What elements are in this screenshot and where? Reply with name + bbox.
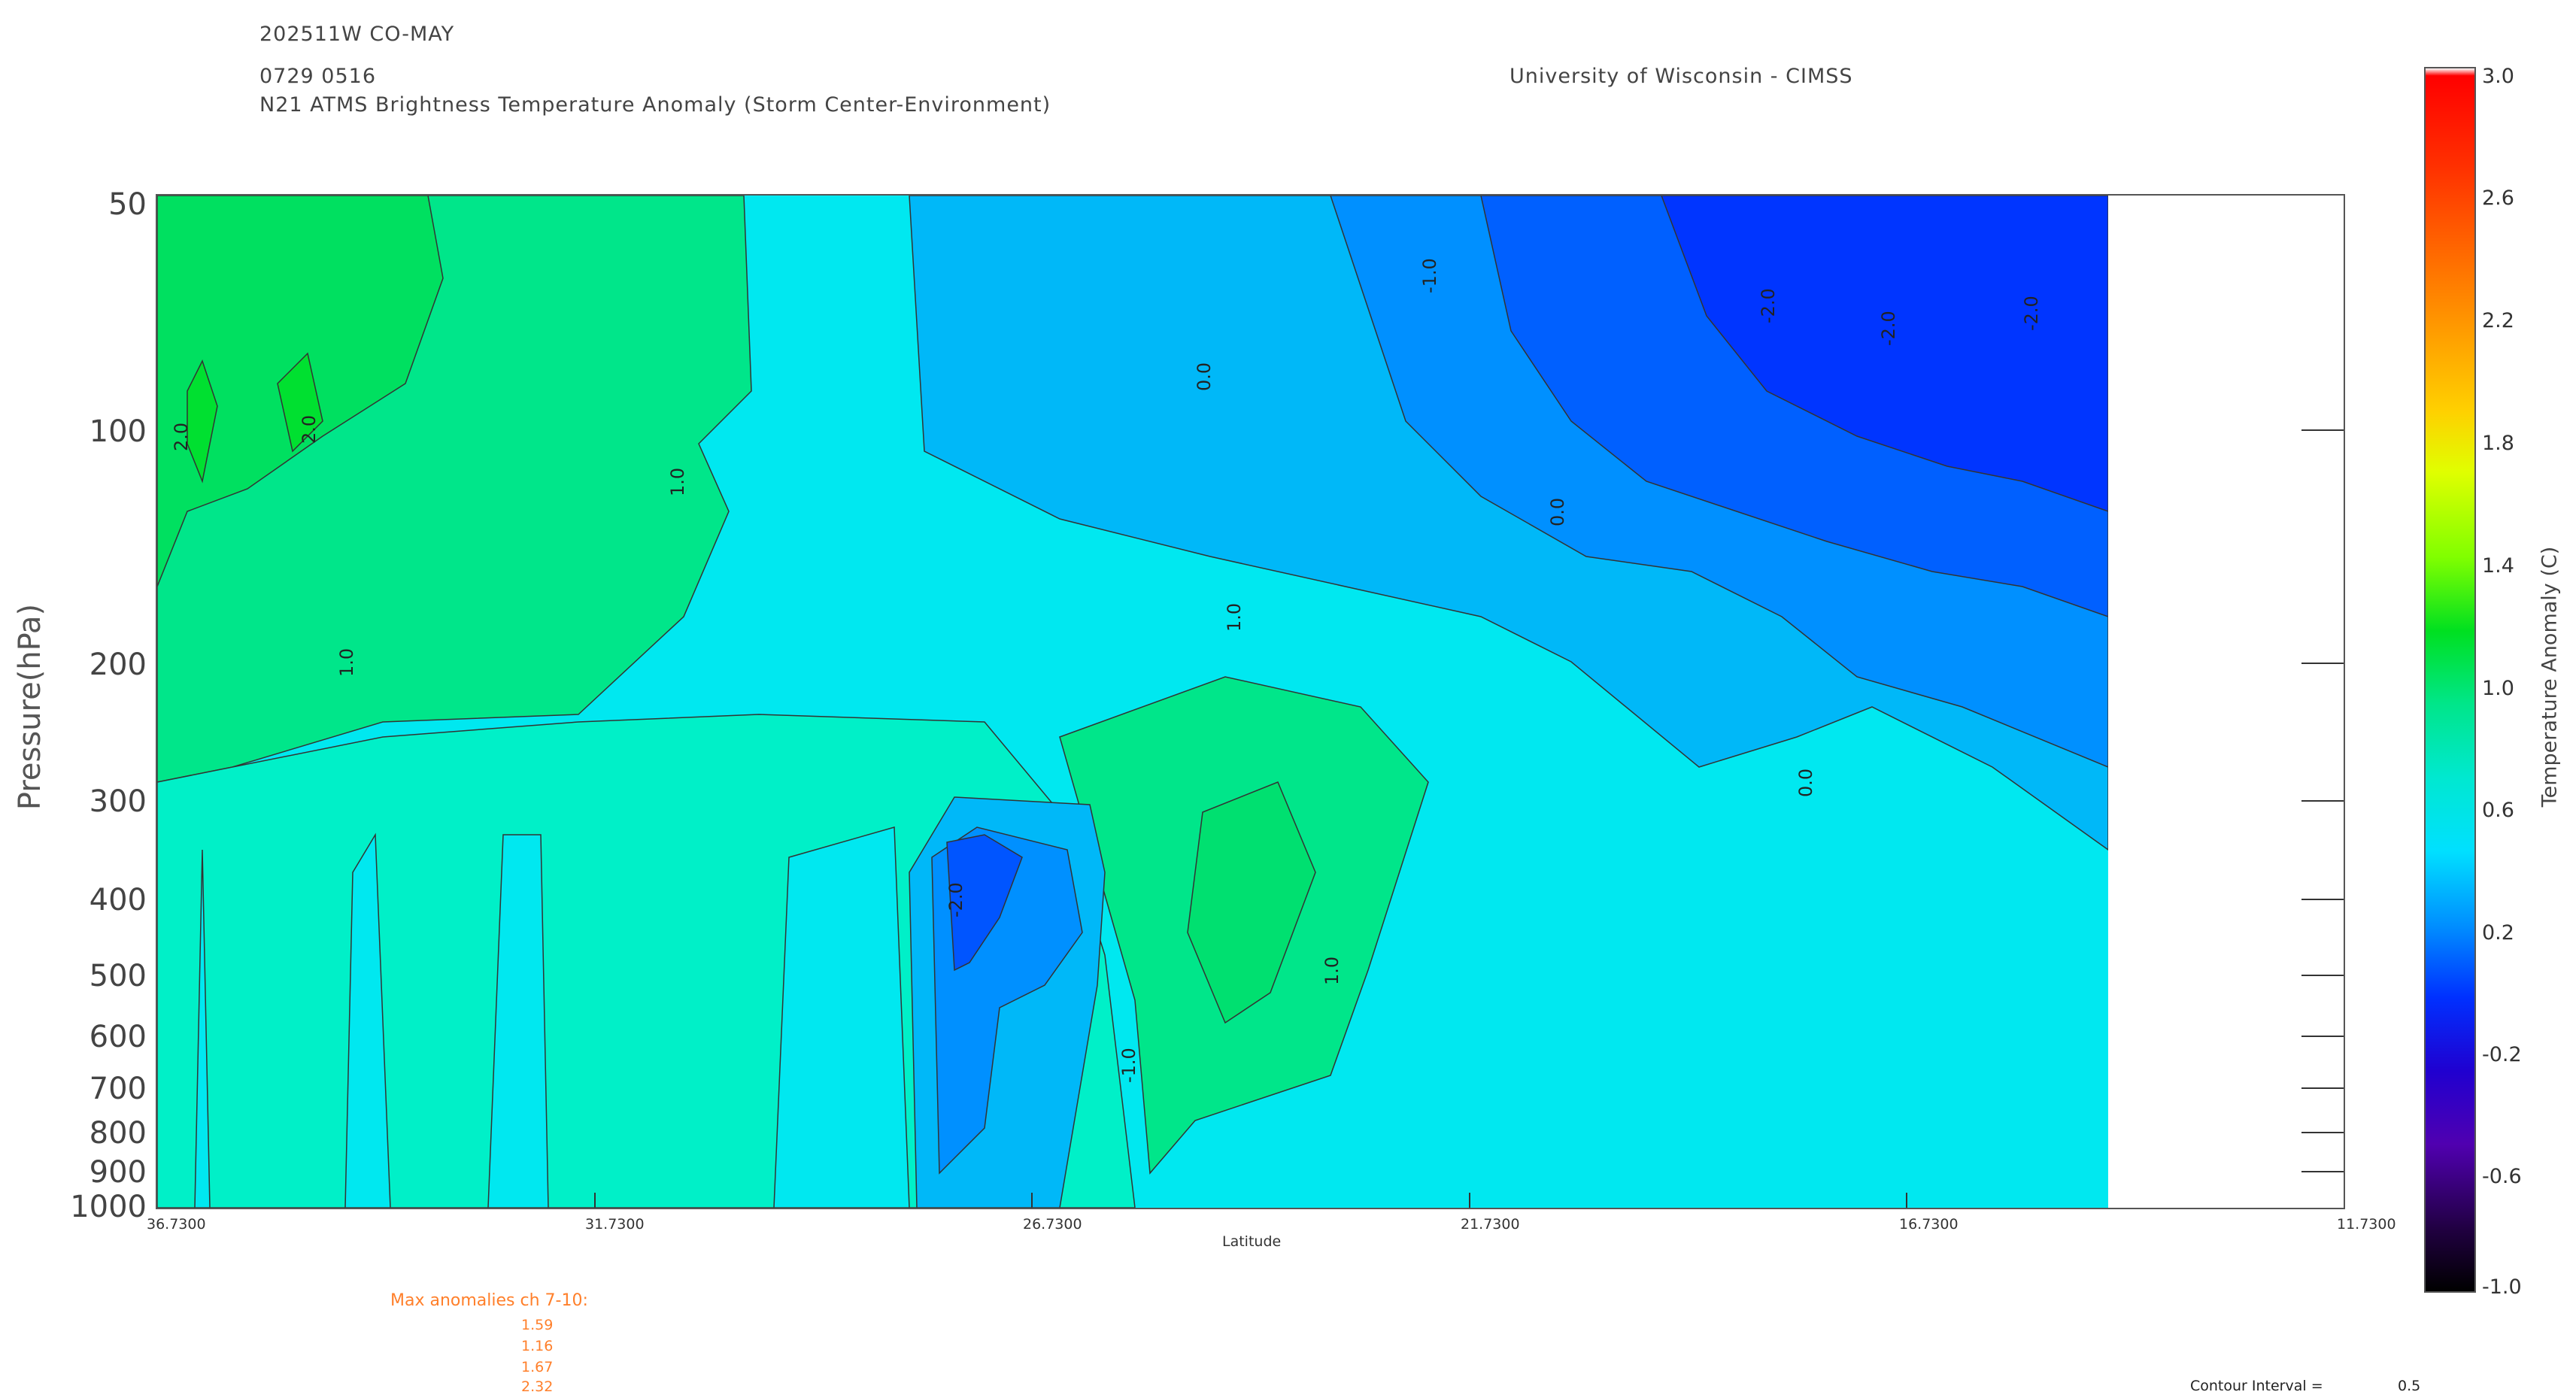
contour-label: -2.0 xyxy=(1878,311,1899,346)
contour-label: -2.0 xyxy=(1758,288,1779,323)
contour-label: 1.0 xyxy=(336,648,357,677)
max-anomaly-value: 1.59 xyxy=(521,1317,554,1333)
storm-id-text: 202511W CO-MAY xyxy=(259,23,455,46)
contour-interval-value: 0.5 xyxy=(2398,1378,2421,1394)
contour-interval-label: Contour Interval = xyxy=(2190,1378,2323,1394)
colorbar-tick: 1.4 xyxy=(2482,554,2514,578)
date-time-text: 0729 0516 xyxy=(259,65,377,88)
y-tick-label: 500 xyxy=(89,959,147,993)
contour-label: -2.0 xyxy=(945,882,966,917)
max-anomaly-value: 2.32 xyxy=(521,1378,554,1395)
band-cyan-columns xyxy=(194,826,910,1208)
y-tick-label: 300 xyxy=(89,784,147,819)
y-tick-label: 1000 xyxy=(70,1190,147,1224)
institution-text: University of Wisconsin - CIMSS xyxy=(1509,65,1853,88)
colorbar-tick: 3.0 xyxy=(2482,65,2514,88)
contour-label: 1.0 xyxy=(1224,603,1245,632)
contour-label: 0.0 xyxy=(1194,362,1215,391)
x-tick-label: 11.7300 xyxy=(2337,1216,2396,1233)
x-tick-label: 31.7300 xyxy=(585,1216,645,1233)
colorbar-tick: 0.6 xyxy=(2482,799,2514,822)
contour-label: 1.0 xyxy=(1321,957,1343,985)
band-warm-plume-core xyxy=(1187,781,1316,1024)
max-anomaly-value: 1.16 xyxy=(521,1338,554,1354)
colorbar-label: Temperature Anomaly (C) xyxy=(2538,546,2562,808)
colorbar-tick: 2.6 xyxy=(2482,187,2514,210)
colorbar xyxy=(2424,67,2476,1293)
y-tick-label: 900 xyxy=(89,1155,147,1190)
colorbar-tick: 2.2 xyxy=(2482,309,2514,332)
chart-title: N21 ATMS Brightness Temperature Anomaly … xyxy=(259,93,1051,117)
colorbar-tick: -0.2 xyxy=(2482,1043,2522,1066)
max-anomalies-title: Max anomalies ch 7-10: xyxy=(390,1291,588,1310)
colorbar-tick: 1.8 xyxy=(2482,432,2514,455)
y-tick-label: 700 xyxy=(89,1072,147,1106)
contour-label: -1.0 xyxy=(1118,1048,1139,1083)
x-tick-label: 26.7300 xyxy=(1023,1216,1082,1233)
x-tick-label: 21.7300 xyxy=(1461,1216,1520,1233)
no-data-region xyxy=(2108,196,2344,1208)
y-tick-label: 100 xyxy=(89,414,147,449)
x-tick-label: 36.7300 xyxy=(147,1216,206,1233)
y-tick-label: 400 xyxy=(89,883,147,917)
x-ticks xyxy=(594,1193,1907,1208)
contour-label: 2.0 xyxy=(299,415,320,444)
contour-label: 0.0 xyxy=(1795,769,1816,797)
contour-plot-area: 2.0 2.0 -2.0 -2.0 -2.0 -2.0 -1.0 -1.0 0.… xyxy=(156,194,2345,1209)
contour-label: -1.0 xyxy=(1419,258,1440,293)
y-tick-label: 600 xyxy=(89,1020,147,1054)
contour-label: 1.0 xyxy=(667,468,688,496)
x-axis-label: Latitude xyxy=(1222,1233,1282,1250)
contour-label: 0.0 xyxy=(1547,498,1568,526)
y-tick-label: 800 xyxy=(89,1116,147,1151)
contour-plot: 2.0 2.0 -2.0 -2.0 -2.0 -2.0 -1.0 -1.0 0.… xyxy=(157,196,2344,1208)
y-axis-label: Pressure(hPa) xyxy=(13,603,47,811)
colorbar-tick: -0.6 xyxy=(2482,1165,2522,1188)
colorbar-tick: -1.0 xyxy=(2482,1275,2522,1299)
right-ticks xyxy=(2301,429,2344,1172)
y-tick-label: 50 xyxy=(108,187,147,222)
contour-label: -2.0 xyxy=(2021,296,2042,331)
y-tick-label: 200 xyxy=(89,647,147,682)
colorbar-tick: 0.2 xyxy=(2482,921,2514,945)
colorbar-tick: 1.0 xyxy=(2482,677,2514,700)
max-anomaly-value: 1.67 xyxy=(521,1359,554,1375)
contour-label: 2.0 xyxy=(171,423,192,451)
band-warm-peak xyxy=(187,352,323,484)
band-cold-core xyxy=(946,834,1023,972)
x-tick-label: 16.7300 xyxy=(1899,1216,1959,1233)
